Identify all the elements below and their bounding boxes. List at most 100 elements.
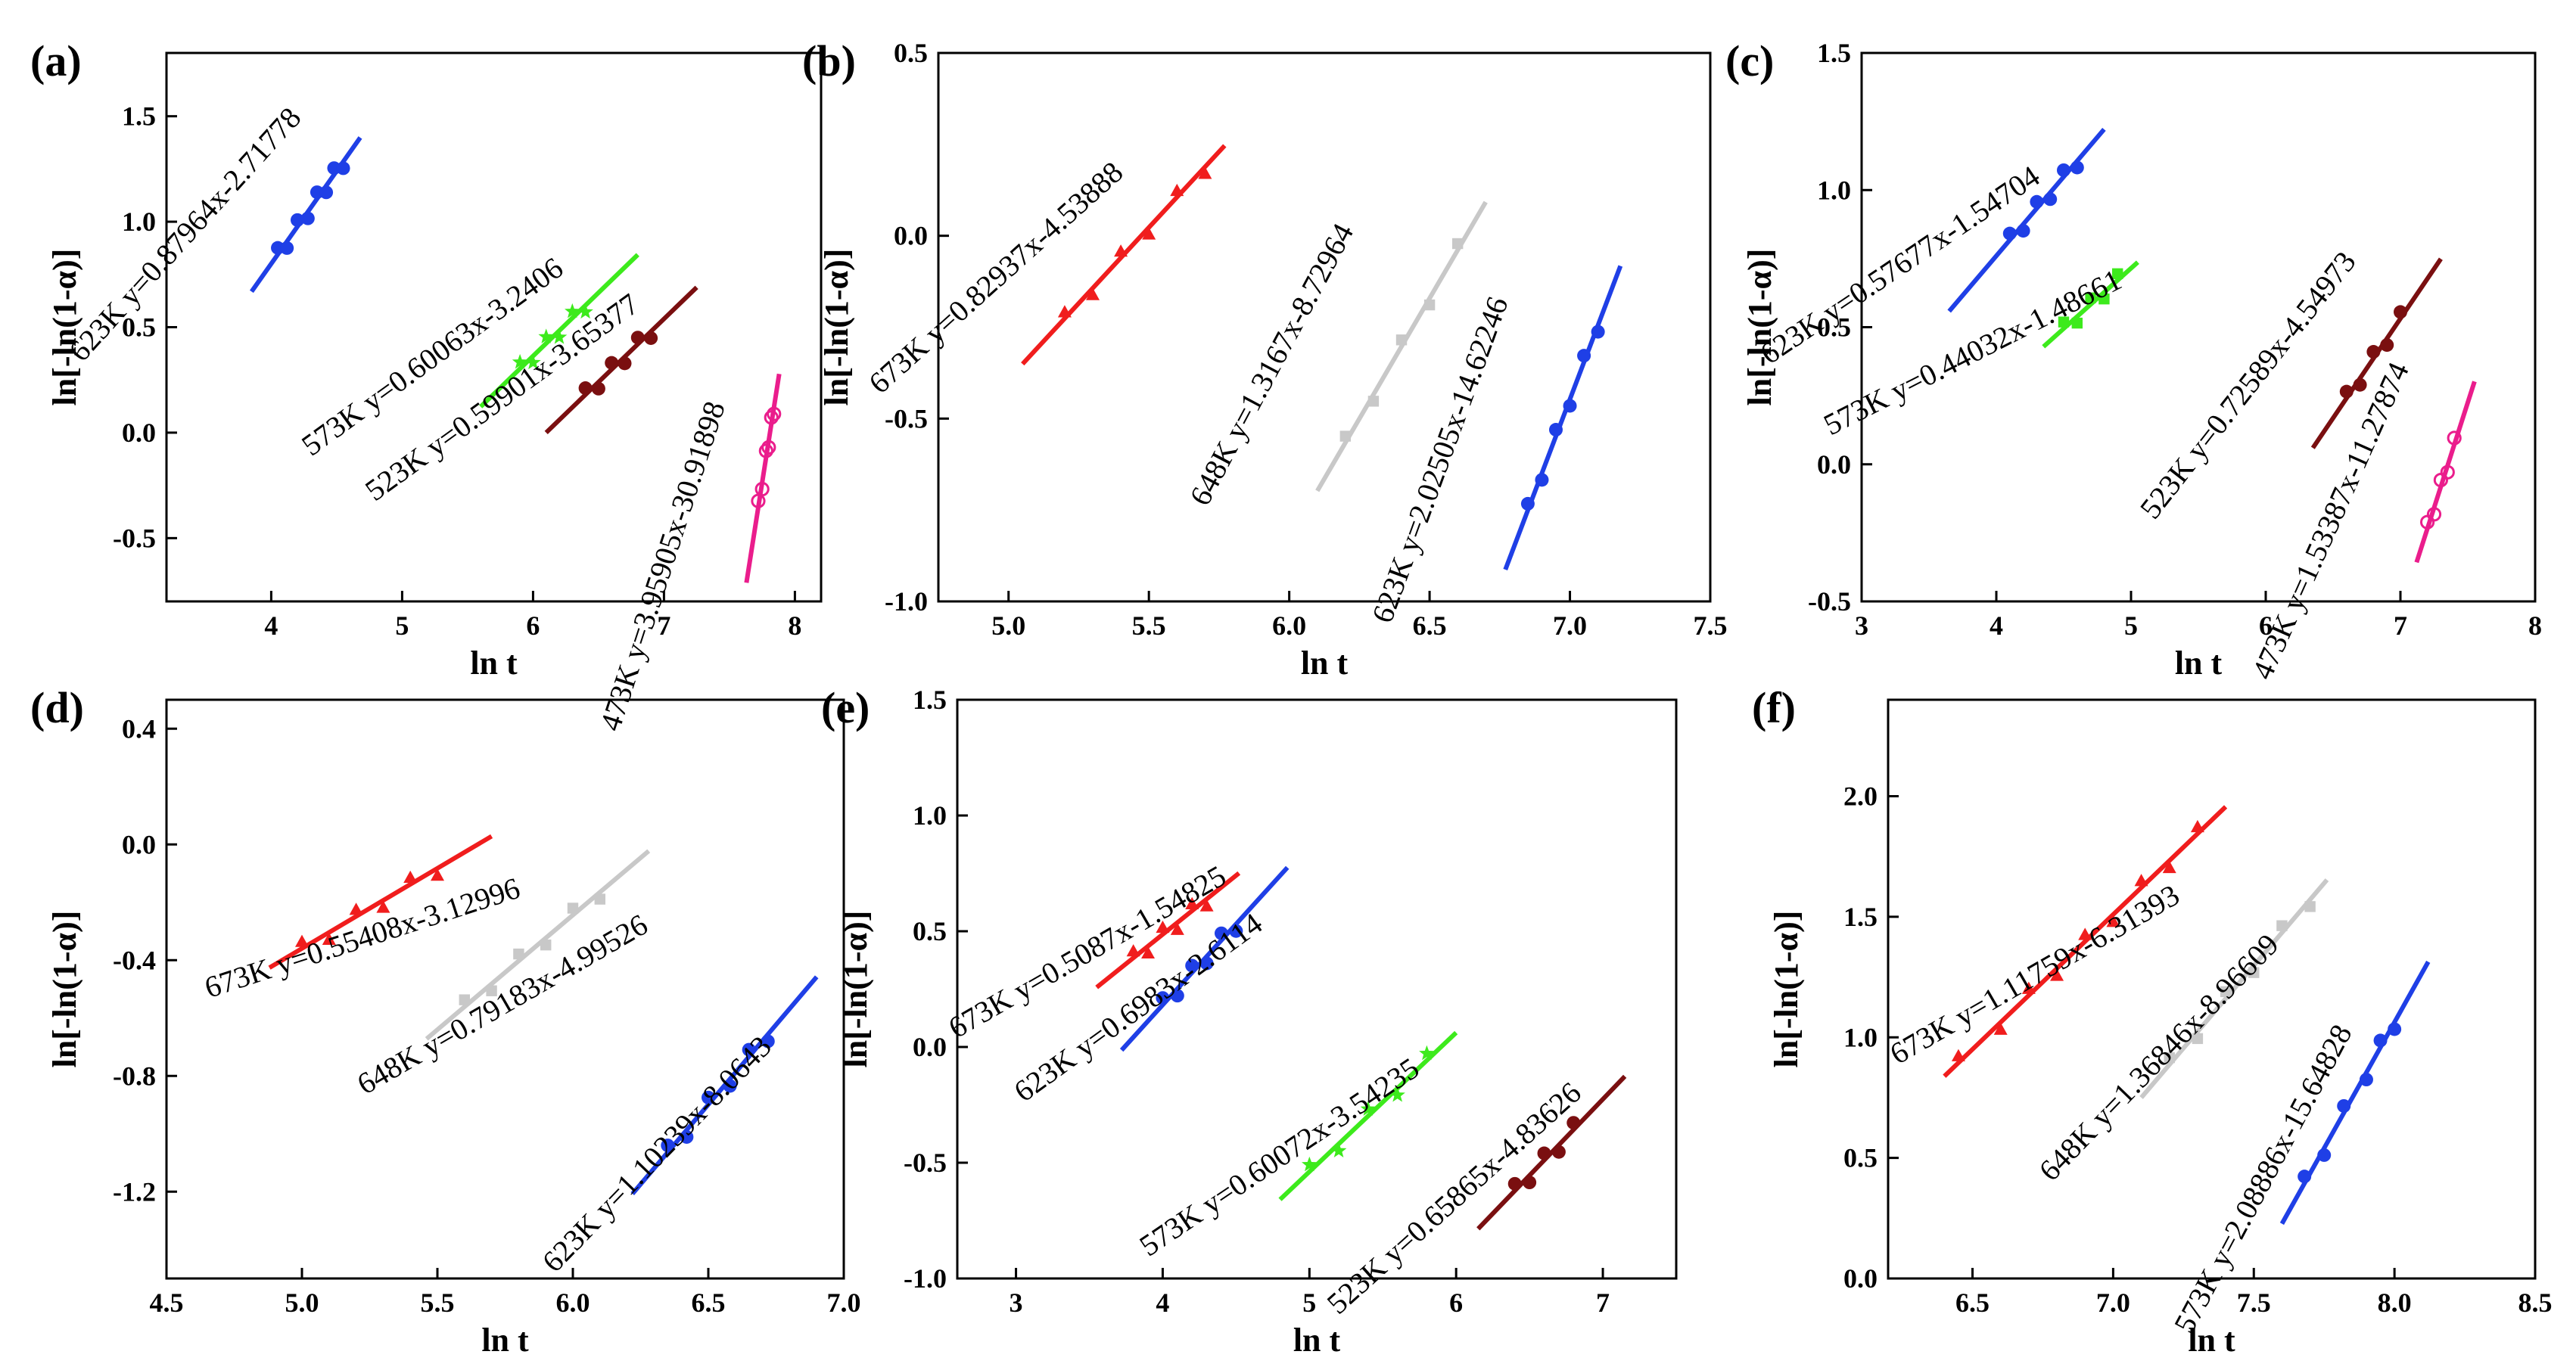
data-point <box>1114 244 1128 257</box>
data-point <box>758 443 773 458</box>
x-axis-label: ln t <box>1293 1322 1341 1359</box>
x-tick-label: 7.0 <box>827 1288 861 1318</box>
data-point <box>1993 1022 2008 1035</box>
data-point <box>2388 1022 2402 1036</box>
data-point <box>2085 292 2096 303</box>
data-point <box>2134 874 2148 887</box>
data-point <box>1395 334 1408 346</box>
x-tick-label: 7.0 <box>2096 1288 2130 1318</box>
data-point <box>1142 227 1156 240</box>
x-tick-label: 4 <box>264 610 278 641</box>
data-point <box>2353 377 2367 392</box>
panel-b: 5.0 5.5 6.0 6.5 7.0 7.5 -1.0 -0.5 0.0 0.5 ln t ln[-… <box>802 36 1728 682</box>
panel-e: 3 4 5 6 7 -1.0 -0.5 0.0 0.5 1.0 1.5 ln t ln[-ln(1-α)… <box>821 683 1678 1359</box>
data-point <box>2078 927 2092 940</box>
y-tick-label: -0.5 <box>904 1148 947 1178</box>
y-axis-label: ln[-ln(1-α)] <box>837 911 874 1068</box>
data-point <box>1507 1176 1522 1191</box>
data-point <box>2021 981 2036 994</box>
plot-frame <box>1860 51 2537 603</box>
y-tick-label: -1.0 <box>885 586 928 617</box>
data-point <box>567 902 579 914</box>
plot-frame <box>956 698 1678 1280</box>
data-point <box>319 185 334 200</box>
x-tick-label: 6.5 <box>692 1288 726 1318</box>
data-point <box>761 440 776 455</box>
x-tick-label: 5.5 <box>1132 610 1166 641</box>
data-point <box>2070 160 2084 175</box>
data-point <box>1360 1101 1377 1116</box>
fit-equation-label: 473K y=1.53387x-11.27874 <box>2245 357 2416 684</box>
data-point <box>2164 1052 2175 1064</box>
x-tick-label: 4 <box>1156 1288 1169 1318</box>
data-point <box>403 870 418 884</box>
fit-line <box>1476 1074 1627 1231</box>
data-point <box>605 356 619 370</box>
fit-equation-label: 473K y=3.95905x-30.91898 <box>593 397 732 735</box>
y-axis-label: ln[-ln(1-α)] <box>1768 911 1805 1068</box>
x-tick-label: 8.0 <box>2378 1288 2412 1318</box>
fit-equation-label: 623K y=2.02505x-14.62246 <box>1365 292 1515 627</box>
y-tick-label: 1.0 <box>913 800 947 831</box>
fit-line <box>1278 1030 1458 1201</box>
data-point <box>1185 958 1199 973</box>
data-point <box>2337 1098 2351 1113</box>
data-point <box>1339 430 1352 442</box>
x-tick-label: 6.5 <box>1413 610 1447 641</box>
y-tick-label: 1.0 <box>1843 1022 1878 1052</box>
data-point <box>2192 1033 2204 1045</box>
y-tick-label: 1.5 <box>1817 38 1851 68</box>
data-point <box>618 356 632 371</box>
data-point <box>376 900 390 913</box>
data-point <box>565 303 580 318</box>
data-point <box>2366 345 2381 359</box>
data-point <box>512 353 528 369</box>
series-623K: 623K y=0.57677x-1.54704 <box>1754 128 2106 371</box>
y-axis-label: ln[-ln(1-α)] <box>1741 249 1778 406</box>
data-point <box>1563 399 1577 413</box>
data-point <box>486 985 497 996</box>
y-tick-label: 1.5 <box>1843 902 1878 932</box>
series-623K: 623K y=0.87964x-2.71778 <box>62 101 362 368</box>
fit-equation-label: 673K y=0.55408x-3.12996 <box>201 871 524 1005</box>
data-point <box>2043 192 2058 207</box>
panel-letter: (a) <box>30 36 82 85</box>
data-point <box>459 994 470 1005</box>
fit-line <box>1503 265 1623 570</box>
series-673K: 673K y=0.82937x-4.53888 <box>862 144 1227 400</box>
y-tick-label: 0.5 <box>122 312 156 343</box>
data-point <box>2002 226 2017 241</box>
data-point <box>680 1129 694 1144</box>
data-point <box>2112 268 2123 280</box>
data-point <box>1566 1116 1581 1130</box>
data-point <box>291 213 304 227</box>
series-673K: 673K y=0.55408x-3.12996 <box>201 834 524 1005</box>
data-point <box>2106 915 2120 927</box>
data-point <box>1199 956 1214 971</box>
fit-line <box>1943 805 2228 1078</box>
data-point <box>1577 349 1591 363</box>
fit-line <box>1315 200 1488 492</box>
data-point <box>2220 986 2232 998</box>
y-axis-label: ln[-ln(1-α)] <box>46 249 83 406</box>
panel-letter: (e) <box>821 683 870 732</box>
data-point <box>2248 967 2260 978</box>
data-point <box>767 406 782 421</box>
data-point <box>761 1034 775 1048</box>
fit-line <box>1947 128 2106 313</box>
data-point <box>2317 1148 2332 1162</box>
fit-equation-label: 673K y=1.11759x-6.31393 <box>1884 878 2186 1071</box>
data-point <box>1551 1145 1566 1159</box>
data-point <box>1057 305 1072 318</box>
panel-letter: (d) <box>30 683 84 732</box>
data-point <box>594 893 605 905</box>
plot-frame <box>1887 698 2537 1280</box>
data-point <box>2057 163 2070 177</box>
x-tick-label: 5.0 <box>285 1288 319 1318</box>
data-point <box>2359 1073 2373 1087</box>
x-tick-label: 8 <box>788 610 801 641</box>
panel-letter: (b) <box>802 36 856 85</box>
data-point <box>1086 287 1100 300</box>
data-point <box>1523 1176 1537 1190</box>
data-point <box>300 211 315 225</box>
